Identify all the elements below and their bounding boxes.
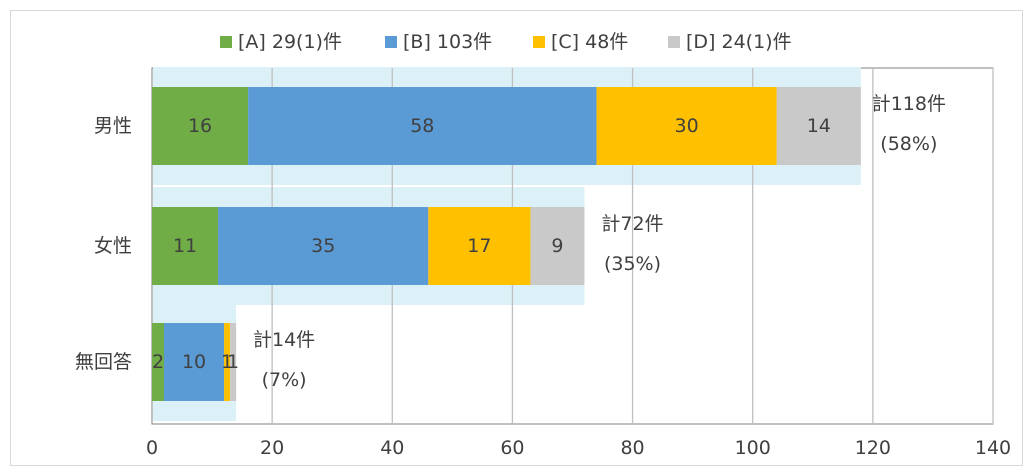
x-tick-label: 60 xyxy=(500,437,524,459)
bar-segment xyxy=(428,207,531,285)
bar-segment xyxy=(596,87,777,165)
category-label: 男性 xyxy=(94,115,132,137)
bar-segment xyxy=(248,87,597,165)
legend-label: [C] 48件 xyxy=(551,31,628,53)
bar-segment xyxy=(152,323,165,401)
legend-swatch xyxy=(668,36,680,48)
legend-label: [D] 24(1)件 xyxy=(686,31,792,53)
bar-segment xyxy=(776,87,861,165)
data-label: 58 xyxy=(410,115,434,137)
total-percent-label: (7%) xyxy=(262,369,307,391)
bar-segment xyxy=(230,323,237,401)
chart-frame xyxy=(10,10,1023,466)
bar-segment xyxy=(152,207,219,285)
x-tick-label: 40 xyxy=(380,437,404,459)
legend-swatch xyxy=(533,36,545,48)
total-percent-label: (35%) xyxy=(604,253,661,275)
x-tick-label: 120 xyxy=(855,437,891,459)
total-label: 計72件 xyxy=(601,213,663,235)
data-label: 14 xyxy=(807,115,831,137)
legend-label: [A] 29(1)件 xyxy=(238,31,342,53)
bar-segment xyxy=(164,323,225,401)
data-label: 11 xyxy=(173,235,197,257)
total-label: 計14件 xyxy=(253,329,315,351)
data-label: 10 xyxy=(182,351,206,373)
bar-segment xyxy=(224,323,231,401)
x-tick-label: 20 xyxy=(260,437,284,459)
total-label: 計118件 xyxy=(872,93,946,115)
total-percent-label: (58%) xyxy=(880,133,937,155)
legend-label: [B] 103件 xyxy=(403,31,492,53)
legend-swatch xyxy=(220,36,232,48)
x-tick-label: 100 xyxy=(735,437,771,459)
data-label: 1 xyxy=(227,351,239,373)
data-label: 16 xyxy=(188,115,212,137)
category-label: 女性 xyxy=(94,235,132,257)
bar-segment xyxy=(530,207,585,285)
x-tick-label: 140 xyxy=(975,437,1011,459)
legend-swatch xyxy=(385,36,397,48)
data-label: 17 xyxy=(467,235,491,257)
x-tick-label: 80 xyxy=(620,437,644,459)
data-label: 9 xyxy=(551,235,563,257)
data-label: 35 xyxy=(311,235,335,257)
x-tick-label: 0 xyxy=(146,437,158,459)
category-label: 無回答 xyxy=(75,351,132,373)
bar-segment xyxy=(152,87,249,165)
bar-segment xyxy=(218,207,429,285)
data-label: 2 xyxy=(152,351,164,373)
data-label: 30 xyxy=(675,115,699,137)
